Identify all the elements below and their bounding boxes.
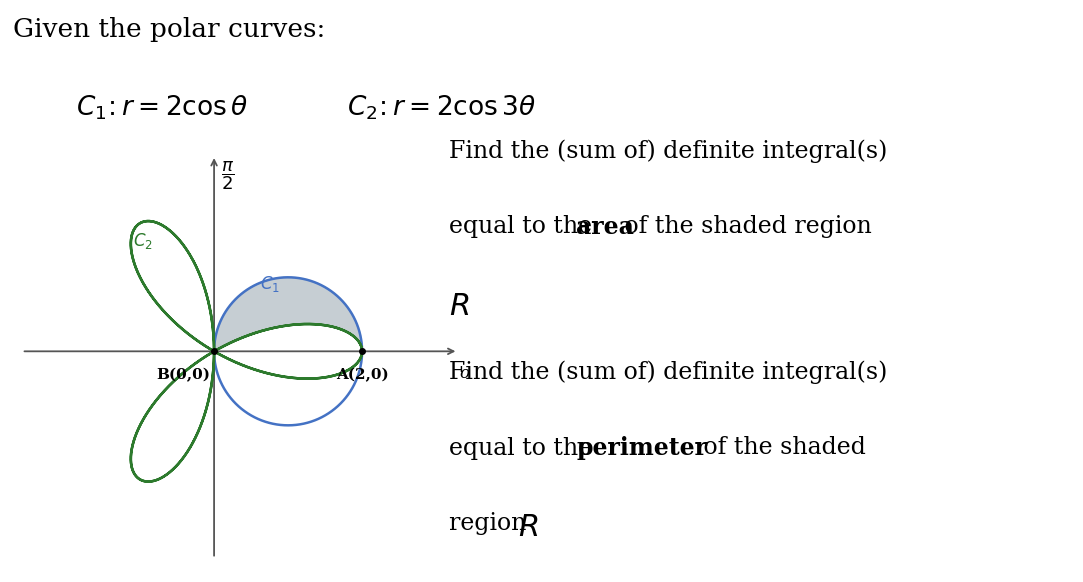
Text: $\dfrac{\pi}{2}$: $\dfrac{\pi}{2}$ (221, 159, 235, 191)
Text: $C_1$: $C_1$ (260, 274, 279, 293)
Text: o: o (460, 365, 470, 382)
Text: $\mathit{C}_2\!: r = 2\cos 3\theta$: $\mathit{C}_2\!: r = 2\cos 3\theta$ (347, 93, 535, 122)
Text: $\mathit{R}$: $\mathit{R}$ (518, 512, 538, 543)
Text: of the shaded region: of the shaded region (617, 215, 872, 239)
Text: Given the polar curves:: Given the polar curves: (13, 17, 325, 42)
Text: $\mathit{C}_1\!: r = 2\cos\theta$: $\mathit{C}_1\!: r = 2\cos\theta$ (76, 93, 248, 122)
Polygon shape (214, 277, 362, 352)
Text: perimeter: perimeter (576, 436, 707, 460)
Text: area: area (576, 215, 634, 239)
Text: A(2,0): A(2,0) (336, 368, 389, 382)
Text: equal to the: equal to the (449, 436, 600, 460)
Text: region: region (449, 512, 534, 535)
Text: Find the (sum of) definite integral(s): Find the (sum of) definite integral(s) (449, 140, 888, 163)
Text: B(0,0): B(0,0) (156, 368, 210, 382)
Text: Find the (sum of) definite integral(s): Find the (sum of) definite integral(s) (449, 361, 888, 384)
Text: $C_2$: $C_2$ (132, 232, 153, 251)
Text: $\mathit{R}$: $\mathit{R}$ (449, 291, 470, 322)
Text: equal to the: equal to the (449, 215, 600, 239)
Text: of the shaded: of the shaded (696, 436, 866, 460)
